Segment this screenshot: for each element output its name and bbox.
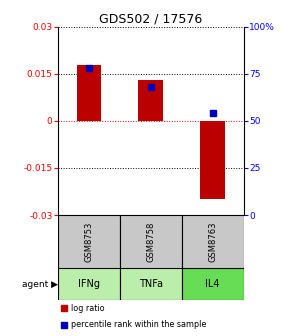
Text: GSM8753: GSM8753 — [84, 221, 93, 262]
Text: percentile rank within the sample: percentile rank within the sample — [71, 320, 206, 329]
Text: GSM8758: GSM8758 — [146, 221, 155, 262]
Title: GDS502 / 17576: GDS502 / 17576 — [99, 13, 202, 26]
Bar — [77, 65, 101, 121]
Polygon shape — [182, 215, 244, 268]
Polygon shape — [58, 215, 120, 268]
Text: IFNg: IFNg — [78, 279, 100, 289]
Text: IL4: IL4 — [205, 279, 220, 289]
Text: TNFa: TNFa — [139, 279, 163, 289]
Polygon shape — [120, 268, 182, 300]
Bar — [200, 121, 225, 199]
Text: log ratio: log ratio — [71, 304, 105, 313]
Polygon shape — [120, 215, 182, 268]
Bar — [138, 80, 163, 121]
Polygon shape — [58, 268, 120, 300]
Text: agent ▶: agent ▶ — [22, 280, 58, 289]
Polygon shape — [182, 268, 244, 300]
Text: GSM8763: GSM8763 — [208, 221, 217, 262]
